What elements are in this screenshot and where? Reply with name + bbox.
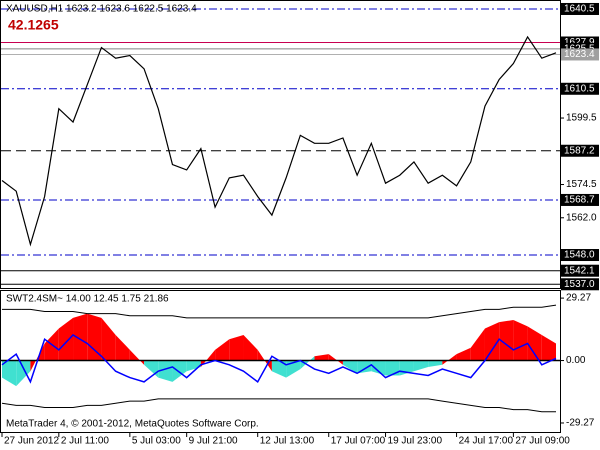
x-tick-label: 9 Jul 21:00 <box>189 436 238 447</box>
oscillator-area <box>385 360 400 376</box>
oscillator-line <box>2 304 557 319</box>
y-tick-label: 1562.0 <box>566 212 597 223</box>
oscillator-area <box>186 360 201 372</box>
level-label-box <box>561 2 599 15</box>
oscillator-area <box>58 317 74 361</box>
level-label: 1640.5 <box>564 4 595 15</box>
copyright: MetaTrader 4, © 2001-2012, MetaQuotes So… <box>6 419 259 430</box>
level-label-box <box>561 278 599 291</box>
level-label: 1542.1 <box>564 265 595 276</box>
x-tick-label: 17 Jul 07:00 <box>331 436 386 447</box>
oscillator-area <box>456 347 471 361</box>
oscillator-area <box>87 313 102 361</box>
level-label-box <box>561 264 599 277</box>
oscillator-line <box>1 333 557 384</box>
oscillator-area <box>314 354 329 361</box>
indicator-panel <box>1 297 564 424</box>
level-label: 1568.7 <box>564 195 595 206</box>
price-line <box>1 35 557 247</box>
oscillator-area <box>413 360 429 372</box>
y-tick-label: 1599.5 <box>566 113 597 124</box>
level-label: 1587.2 <box>564 145 595 156</box>
price-panel <box>1 8 564 285</box>
level-label: 1537.0 <box>564 279 595 290</box>
oscillator-area <box>286 360 301 378</box>
level-label: 1548.0 <box>564 250 595 261</box>
y-tick-label: 0.00 <box>566 355 586 366</box>
level-label: 1627.9 <box>564 37 595 48</box>
oscillator-area <box>229 334 244 361</box>
level-label: 1623.4 <box>564 49 595 60</box>
oscillator-area <box>342 360 358 374</box>
y-tick-label: -29.27 <box>566 418 595 429</box>
oscillator-area <box>499 320 514 361</box>
x-tick-label: 27 Jul 09:00 <box>515 436 570 447</box>
oscillator-area <box>541 334 556 361</box>
oscillator-area <box>215 339 230 361</box>
oscillator-area <box>328 354 343 365</box>
oscillator-area <box>243 334 258 361</box>
x-tick-label: 24 Jul 17:00 <box>459 436 514 447</box>
level-label-box <box>561 48 599 61</box>
main-frame <box>0 0 561 289</box>
oscillator-area <box>158 360 173 382</box>
oscillator-area <box>527 326 542 361</box>
oscillator-area <box>484 322 500 361</box>
oscillator-area <box>271 360 287 378</box>
oscillator-area <box>357 360 372 374</box>
chart-title: XAUUSD,H1 1623.2 1623.6 1622.5 1623.4 <box>6 4 197 15</box>
x-tick-label: 2 Jul 11:00 <box>61 436 110 447</box>
oscillator-area <box>2 360 17 387</box>
oscillator-area <box>172 360 187 382</box>
oscillator-area <box>428 360 443 367</box>
level-label: 1610.5 <box>564 83 595 94</box>
oscillator-line <box>1 398 556 413</box>
oscillator-area <box>200 349 216 367</box>
oscillator-area <box>470 328 485 361</box>
oscillator-area <box>101 317 116 361</box>
y-tick-label: 1574.5 <box>566 179 597 190</box>
level-label-box <box>561 144 599 157</box>
oscillator-area <box>513 320 528 361</box>
x-tick-label: 5 Jul 03:00 <box>132 436 181 447</box>
level-label-box <box>561 82 599 95</box>
indicator-value: 42.1265 <box>8 17 59 33</box>
oscillator-area <box>300 356 315 370</box>
y-tick-label: 29.27 <box>566 293 591 304</box>
indicator-frame <box>0 290 561 433</box>
x-tick-label: 12 Jul 13:00 <box>260 436 315 447</box>
level-label-box <box>561 249 599 262</box>
oscillator-area <box>16 360 31 387</box>
oscillator-area <box>442 354 457 365</box>
level-label-box <box>561 193 599 206</box>
x-tick-label: 27 Jun 2012 <box>4 436 59 447</box>
oscillator-area <box>115 334 130 361</box>
x-tick-label: 19 Jul 23:00 <box>388 436 443 447</box>
oscillator-area <box>371 360 386 376</box>
oscillator-area <box>73 313 88 361</box>
indicator-title: SWT2.4SM~ 14.00 12.45 1.75 21.86 <box>6 294 169 305</box>
